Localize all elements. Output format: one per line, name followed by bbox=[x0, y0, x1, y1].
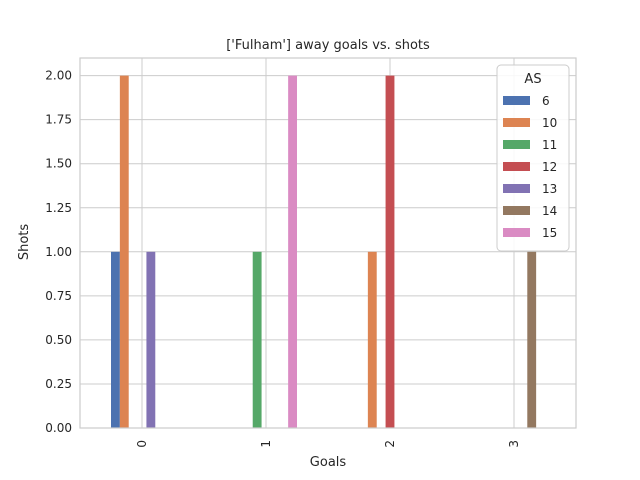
x-tick-label: 2 bbox=[383, 440, 397, 448]
y-tick-label: 1.50 bbox=[45, 157, 72, 171]
bars bbox=[111, 75, 537, 428]
bar-series-12-goals-2 bbox=[385, 75, 395, 428]
legend-swatch-15 bbox=[503, 228, 530, 237]
legend-label-12: 12 bbox=[542, 160, 557, 174]
y-tick-label: 2.00 bbox=[45, 69, 72, 83]
bar-series-11-goals-1 bbox=[252, 251, 262, 428]
bar-series-10-goals-0 bbox=[119, 75, 129, 428]
x-ticks: 0 1 2 3 bbox=[135, 440, 521, 448]
legend-swatch-11 bbox=[503, 140, 530, 149]
bar-series-6-goals-0 bbox=[111, 251, 120, 428]
x-tick-label: 0 bbox=[135, 440, 149, 448]
legend-label-14: 14 bbox=[542, 204, 557, 218]
legend-label-15: 15 bbox=[542, 226, 557, 240]
y-tick-label: 1.25 bbox=[45, 201, 72, 215]
y-tick-label: 0.00 bbox=[45, 421, 72, 435]
y-tick-label: 0.25 bbox=[45, 377, 72, 391]
legend-label-10: 10 bbox=[542, 116, 557, 130]
bar-series-10-goals-2 bbox=[367, 251, 377, 428]
y-tick-label: 0.50 bbox=[45, 333, 72, 347]
legend-label-11: 11 bbox=[542, 138, 557, 152]
bar-series-13-goals-0 bbox=[146, 251, 156, 428]
y-ticks: 0.00 0.25 0.50 0.75 1.00 1.25 1.50 1.75 2.00 bbox=[45, 69, 72, 435]
y-axis-label: Shots bbox=[17, 224, 32, 261]
bar-series-15-goals-1 bbox=[288, 75, 297, 428]
grid bbox=[80, 58, 576, 429]
legend-label-13: 13 bbox=[542, 182, 557, 196]
x-axis-label: Goals bbox=[310, 455, 347, 470]
legend: AS6 10 11 12 13 14 15 bbox=[496, 64, 570, 252]
y-tick-label: 1.00 bbox=[45, 245, 72, 259]
bar-series-14-goals-3 bbox=[527, 251, 537, 428]
x-tick-label: 1 bbox=[259, 440, 273, 448]
legend-label-6: 6 bbox=[542, 94, 550, 108]
legend-swatch-12 bbox=[503, 162, 530, 171]
y-tick-label: 1.75 bbox=[45, 113, 72, 127]
legend-swatch-14 bbox=[503, 206, 530, 215]
legend-swatch-13 bbox=[503, 184, 530, 193]
x-tick-label: 3 bbox=[507, 440, 521, 448]
legend-swatch-6 bbox=[503, 96, 530, 105]
plot-frame bbox=[79, 57, 577, 429]
legend-title: AS bbox=[524, 72, 541, 87]
legend-box bbox=[496, 64, 570, 252]
legend-swatch-10 bbox=[503, 118, 530, 127]
y-tick-label: 0.75 bbox=[45, 289, 72, 303]
chart-title: ['Fulham'] away goals vs. shots bbox=[226, 38, 430, 53]
